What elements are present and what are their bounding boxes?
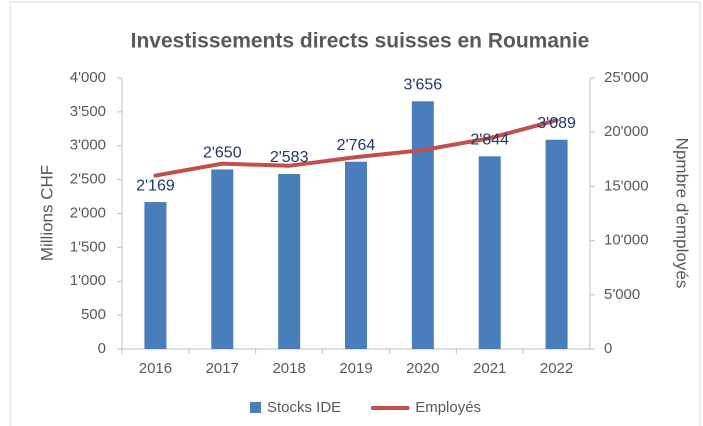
data-label: 2'650: [203, 145, 242, 162]
y-tick-label: 3'000: [70, 137, 106, 154]
y2-tick-label: 15'000: [604, 177, 649, 194]
x-tick-label: 2017: [206, 360, 239, 377]
legend-label: Stocks IDE: [267, 399, 341, 416]
y2-tick-label: 25'000: [604, 69, 649, 86]
x-tick-label: 2018: [272, 360, 305, 377]
bar: [345, 161, 367, 349]
y-tick-label: 1'500: [70, 238, 106, 255]
x-tick-label: 2022: [540, 360, 573, 377]
legend-swatch: [250, 402, 261, 413]
x-tick-label: 2021: [473, 360, 506, 377]
data-label: 2'764: [337, 137, 376, 154]
line: [153, 118, 559, 178]
bar: [411, 101, 434, 349]
y2-tick-label: 0: [604, 340, 612, 357]
data-label: 2'844: [470, 132, 509, 149]
x-tick-label: 2020: [406, 360, 439, 377]
data-label: 3'656: [404, 77, 443, 94]
y2-tick-label: 20'000: [604, 123, 649, 140]
y-tick-label: 2'500: [70, 171, 106, 188]
data-label: 3'089: [537, 115, 576, 132]
y2-tick-label: 5'000: [604, 286, 640, 303]
bar: [278, 174, 301, 349]
x-tick-label: 2016: [139, 360, 172, 377]
y-tick-label: 500: [81, 306, 106, 323]
y-tick-label: 1'000: [70, 272, 106, 289]
y-tick-label: 3'500: [70, 103, 106, 120]
chart-frame: [9, 1, 701, 426]
bar: [478, 156, 501, 349]
data-label: 2'583: [270, 149, 309, 166]
chart-title: Investissements directs suisses en Rouma…: [131, 30, 590, 53]
y-tick-label: 4'000: [70, 69, 106, 86]
x-tick-label: 2019: [339, 360, 372, 377]
bar: [545, 139, 568, 349]
bar: [144, 202, 167, 349]
y2-axis-label: Npmbre d'employés: [673, 138, 692, 289]
y2-tick-label: 10'000: [604, 232, 649, 249]
y-tick-label: 2'000: [70, 204, 106, 221]
data-label: 2'169: [136, 177, 175, 194]
y-tick-label: 0: [98, 340, 106, 357]
y-axis-label: Millions CHF: [37, 165, 56, 261]
bar: [211, 169, 234, 349]
legend-label: Employés: [415, 399, 481, 416]
